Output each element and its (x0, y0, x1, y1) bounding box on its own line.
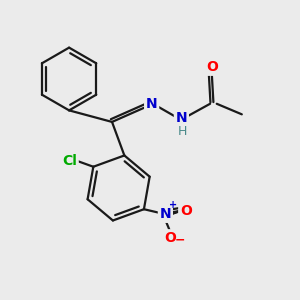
Text: N: N (160, 207, 171, 221)
Text: Cl: Cl (62, 154, 77, 168)
Text: N: N (176, 111, 187, 124)
Text: O: O (164, 231, 176, 245)
Text: N: N (146, 98, 158, 111)
Text: O: O (206, 60, 218, 74)
Text: H: H (177, 125, 187, 138)
Text: −: − (174, 233, 185, 246)
Text: O: O (180, 204, 192, 218)
Text: +: + (169, 200, 177, 210)
